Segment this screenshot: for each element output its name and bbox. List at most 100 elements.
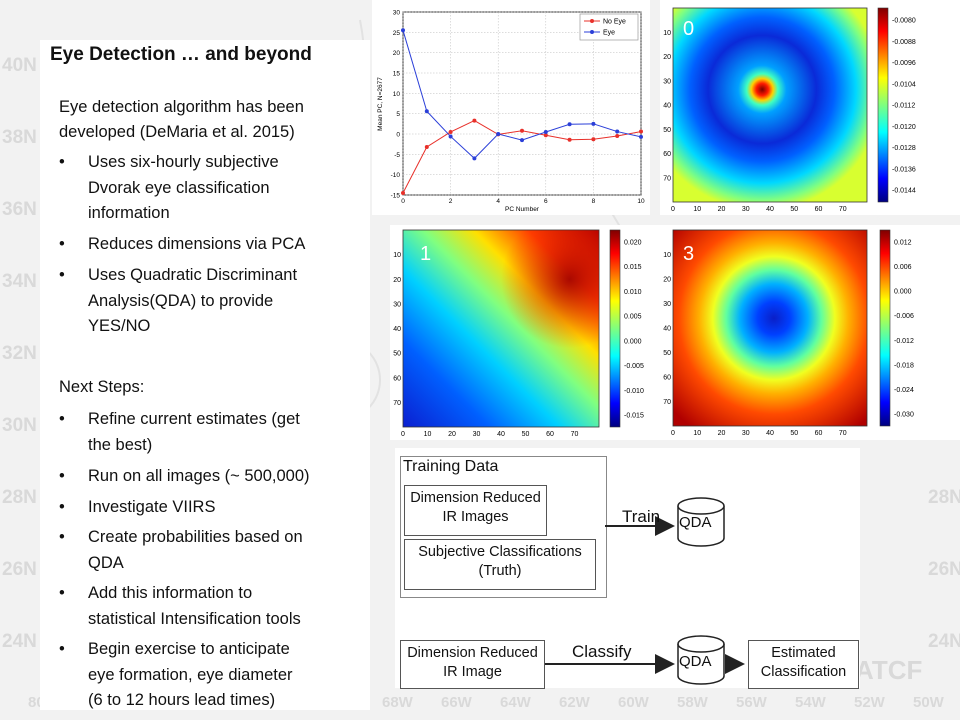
latitude-label: 24N	[2, 631, 37, 652]
atcf-watermark: ATCF	[855, 655, 923, 685]
bullet-line: YES/NO	[88, 317, 151, 335]
data-point	[567, 137, 572, 142]
data-point	[520, 128, 524, 133]
dim-reduced-image-box: Dimension Reduced IR Image	[400, 640, 545, 689]
colorbar-tick-label: 0.012	[894, 240, 912, 247]
training-data-title: Training Data	[403, 458, 499, 475]
latitude-label: 26N	[928, 559, 960, 580]
x-tick-labels: 0 2 4 6 8 10	[401, 198, 645, 205]
heatmap-3-label: 3	[683, 243, 695, 265]
data-point	[639, 134, 643, 139]
colorbar-tick-label: -0.0136	[892, 166, 916, 173]
longitude-label: 68W	[382, 694, 413, 711]
colorbar-tick-label: -0.0128	[892, 145, 916, 152]
colorbar-tick-label: -0.0144	[892, 188, 916, 195]
longitude-label: 66W	[441, 694, 472, 711]
estimated-classification-box: Estimated Classification	[748, 640, 859, 689]
y-tick-label: -10	[391, 172, 401, 179]
y-tick-label: 10	[393, 252, 401, 259]
colorbar	[877, 7, 889, 203]
x-tick-label: 30	[742, 206, 750, 213]
x-tick-label: 6	[544, 198, 548, 205]
bullet-line: Investigate VIIRS	[88, 498, 216, 516]
data-point	[520, 138, 524, 143]
bullet-glyph: •	[59, 410, 65, 428]
bullet-line: the best)	[88, 435, 153, 454]
longitude-label: 50W	[913, 694, 944, 711]
legend-label-eye: Eye	[603, 30, 615, 37]
x-tick-label: 8	[592, 198, 596, 205]
latitude-label: 38N	[2, 127, 37, 148]
series-group	[401, 28, 643, 195]
heatmap-hotspot	[403, 230, 599, 427]
bullet-line: Uses six-hourly subjective	[88, 153, 279, 171]
y-tick-label: 20	[663, 277, 671, 284]
y-tick-label: -5	[394, 152, 400, 159]
data-point	[401, 28, 405, 33]
colorbar-tick-label: -0.015	[624, 413, 644, 420]
colorbar-tick-label: -0.0112	[892, 103, 915, 110]
data-point	[472, 118, 477, 123]
y-tick-label: 40	[663, 103, 671, 110]
flow-arrows	[543, 497, 745, 685]
legend-label-no-eye: No Eye	[603, 19, 626, 26]
bullet-glyph: •	[59, 235, 65, 253]
box-line: IR Images	[442, 509, 509, 525]
bullet-glyph: •	[59, 528, 65, 546]
x-tick-label: 60	[546, 431, 554, 438]
qda-cylinder-bottom	[677, 635, 725, 685]
longitude-label: 52W	[854, 694, 885, 711]
bullet-line: Reduces dimensions via PCA	[88, 235, 306, 253]
box-line: (Truth)	[478, 563, 522, 579]
axis-ticks: 0 10 20 30 40 50 60 70 10 20 30 40 50 60 70 -0.0080 -0.0…	[663, 18, 916, 214]
bullet-glyph: •	[59, 498, 65, 516]
y-tick-label: 60	[393, 375, 401, 382]
axis-ticks: 0 10 20 30 40 50 60 70 10 20 30 40 50 60 70 0.012 0.006 0…	[663, 240, 914, 438]
bullet-line: eye formation, eye diameter	[88, 665, 293, 684]
y-tick-label: 70	[393, 400, 401, 407]
heatmap-0-label: 0	[683, 18, 695, 40]
heatmap-image	[672, 7, 868, 203]
colorbar-tick-label: -0.005	[624, 363, 644, 370]
colorbar-tick-label: 0.020	[624, 240, 642, 247]
y-axis-label: Mean PC, N=2677	[377, 77, 384, 131]
y-tick-label: 10	[663, 30, 671, 37]
x-tick-label: 10	[693, 206, 701, 213]
longitude-label: 56W	[736, 694, 767, 711]
y-tick-label: 25	[393, 30, 401, 37]
colorbar-tick-label: 0.000	[894, 289, 912, 296]
data-point	[591, 137, 596, 142]
latitude-label: 36N	[2, 199, 37, 220]
bullet-line: Create probabilities based on	[88, 528, 303, 546]
text-panel	[40, 40, 370, 710]
latitude-label: 28N	[928, 487, 960, 508]
bullet-line: Run on all images (~ 500,000)	[88, 467, 310, 485]
latitude-label: 28N	[2, 487, 37, 508]
data-point	[543, 133, 548, 138]
latitude-label: 24N	[928, 631, 960, 652]
bullet-line: Dvorak eye classification	[88, 178, 270, 197]
latitude-label: 30N	[2, 415, 37, 436]
y-tick-label: 50	[663, 350, 671, 357]
x-tick-label: 40	[766, 430, 774, 437]
latitude-label: 40N	[2, 55, 37, 76]
x-tick-label: 0	[401, 431, 405, 438]
x-axis-label: PC Number	[505, 206, 540, 213]
qda-label-top: QDA	[679, 514, 712, 531]
longitude-label: 62W	[559, 694, 590, 711]
y-tick-label: 0	[396, 132, 400, 139]
data-point	[567, 122, 572, 127]
heatmap-0: 0 10 20 30 40 50 60 70 10 20 30 40 50 60 70 -0.0080 -0.0…	[663, 7, 916, 214]
heatmap-1: 0 10 20 30 40 50 60 70 10 20 30 40 50 60 70 0.020 0.015 0…	[393, 229, 644, 438]
colorbar-tick-label: -0.0096	[892, 60, 916, 67]
x-tick-label: 2	[449, 198, 453, 205]
data-point	[472, 156, 477, 161]
y-tick-label: 10	[393, 91, 401, 98]
longitude-label: 60W	[618, 694, 649, 711]
colorbar-tick-label: 0.005	[624, 314, 642, 321]
y-tick-label: 20	[393, 277, 401, 284]
legend-marker-eye	[590, 30, 594, 34]
bullet-glyph: •	[59, 467, 65, 485]
x-tick-label: 50	[790, 430, 798, 437]
bullet-line: information	[88, 204, 170, 222]
